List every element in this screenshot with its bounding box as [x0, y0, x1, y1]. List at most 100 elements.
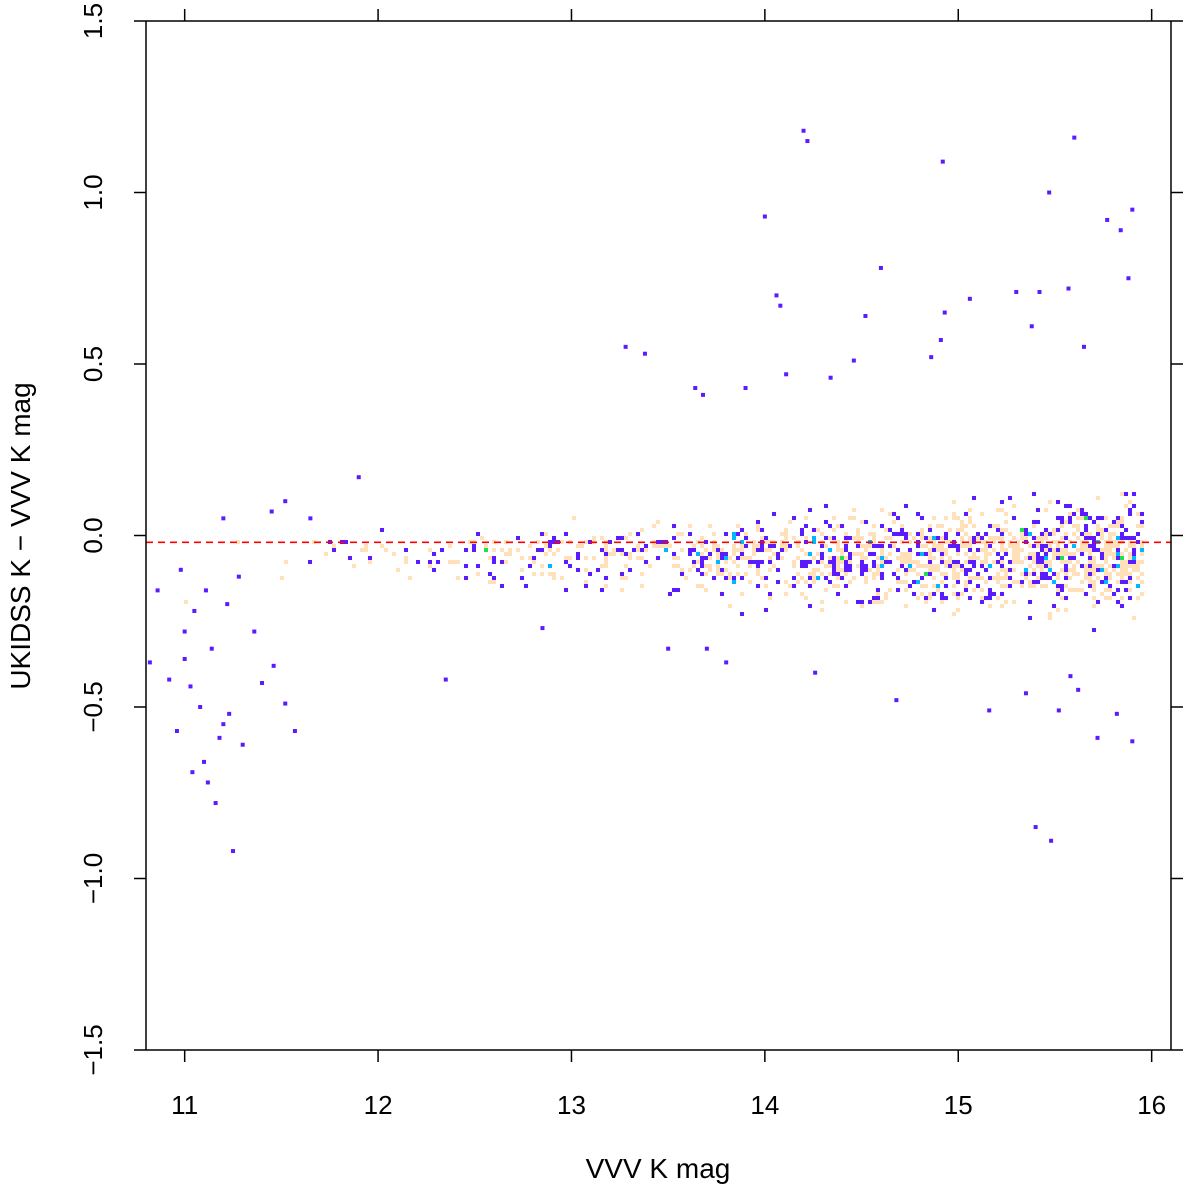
density-cell: [1104, 548, 1108, 552]
density-cell: [932, 544, 936, 548]
density-cell: [928, 564, 932, 568]
outlier-point: [1126, 276, 1131, 281]
density-cell: [1092, 520, 1096, 524]
density-cell: [1024, 568, 1028, 572]
density-cell: [956, 544, 960, 548]
density-cell: [904, 588, 908, 592]
density-cell: [724, 552, 728, 556]
density-cell: [944, 516, 948, 520]
density-cell: [756, 520, 760, 524]
density-cell: [576, 552, 580, 556]
density-cell: [1108, 552, 1112, 556]
density-cell: [840, 524, 844, 528]
density-cell: [1008, 532, 1012, 536]
density-cell: [604, 548, 608, 552]
density-cell: [956, 576, 960, 580]
density-cell: [1120, 580, 1124, 584]
density-cell: [948, 560, 952, 564]
density-cell: [504, 560, 508, 564]
outlier-point: [182, 656, 187, 661]
density-cell: [808, 604, 812, 608]
density-cell: [736, 572, 740, 576]
density-cell: [992, 592, 996, 596]
density-cell: [1076, 560, 1080, 564]
density-cell: [944, 560, 948, 564]
density-cell: [620, 572, 624, 576]
density-cell: [732, 580, 736, 584]
density-cell: [836, 524, 840, 528]
density-cell: [1104, 596, 1108, 600]
density-cell: [1080, 588, 1084, 592]
density-cell: [1120, 560, 1124, 564]
density-cell: [844, 568, 848, 572]
density-cell: [1048, 576, 1052, 580]
density-cell: [876, 592, 880, 596]
density-cell: [1032, 572, 1036, 576]
density-cell: [648, 564, 652, 568]
density-cell: [732, 536, 736, 540]
density-cell: [928, 552, 932, 556]
density-cell: [1116, 564, 1120, 568]
outlier-point: [878, 265, 883, 270]
density-cell: [1112, 544, 1116, 548]
density-cell: [812, 540, 816, 544]
outlier-point: [1049, 838, 1054, 843]
x-tick-label: 11: [171, 1090, 198, 1120]
density-cell: [696, 560, 700, 564]
density-cell: [852, 576, 856, 580]
density-cell: [668, 592, 672, 596]
density-cell: [908, 540, 912, 544]
outlier-point: [774, 293, 779, 298]
density-cell: [912, 580, 916, 584]
density-cell: [492, 556, 496, 560]
density-cell: [748, 560, 752, 564]
density-cell: [1024, 556, 1028, 560]
density-cell: [792, 536, 796, 540]
density-cell: [780, 532, 784, 536]
outlier-point: [987, 708, 992, 713]
density-cell: [872, 544, 876, 548]
density-cell: [1064, 552, 1068, 556]
density-cell: [1052, 540, 1056, 544]
density-cell: [1020, 548, 1024, 552]
density-cell: [552, 572, 556, 576]
density-cell: [1032, 544, 1036, 548]
density-cell: [1020, 532, 1024, 536]
density-cell: [672, 556, 676, 560]
density-cell: [428, 564, 432, 568]
density-cell: [1088, 560, 1092, 564]
density-cell: [740, 552, 744, 556]
density-cell: [544, 532, 548, 536]
density-cell: [592, 536, 596, 540]
outlier-point: [1029, 324, 1034, 329]
density-cell: [540, 564, 544, 568]
density-cell: [476, 564, 480, 568]
density-cell: [324, 552, 328, 556]
density-cell: [464, 576, 468, 580]
density-cell: [832, 516, 836, 520]
density-cell: [640, 528, 644, 532]
density-cell: [1056, 516, 1060, 520]
density-cell: [932, 536, 936, 540]
density-cell: [692, 544, 696, 548]
density-cell: [1000, 556, 1004, 560]
density-cell: [760, 528, 764, 532]
density-cell: [1044, 528, 1048, 532]
density-cell: [1140, 572, 1144, 576]
density-cell: [688, 524, 692, 528]
density-cell: [924, 600, 928, 604]
density-cell: [972, 576, 976, 580]
density-cell: [708, 568, 712, 572]
density-cell: [1008, 544, 1012, 548]
density-cell: [764, 608, 768, 612]
density-cell: [1096, 524, 1100, 528]
density-cell: [948, 528, 952, 532]
density-cell: [672, 536, 676, 540]
density-cell: [980, 536, 984, 540]
density-cell: [856, 600, 860, 604]
density-cell: [1096, 564, 1100, 568]
density-cell: [960, 524, 964, 528]
density-cell: [872, 532, 876, 536]
density-cell: [1128, 512, 1132, 516]
density-cell: [1064, 576, 1068, 580]
